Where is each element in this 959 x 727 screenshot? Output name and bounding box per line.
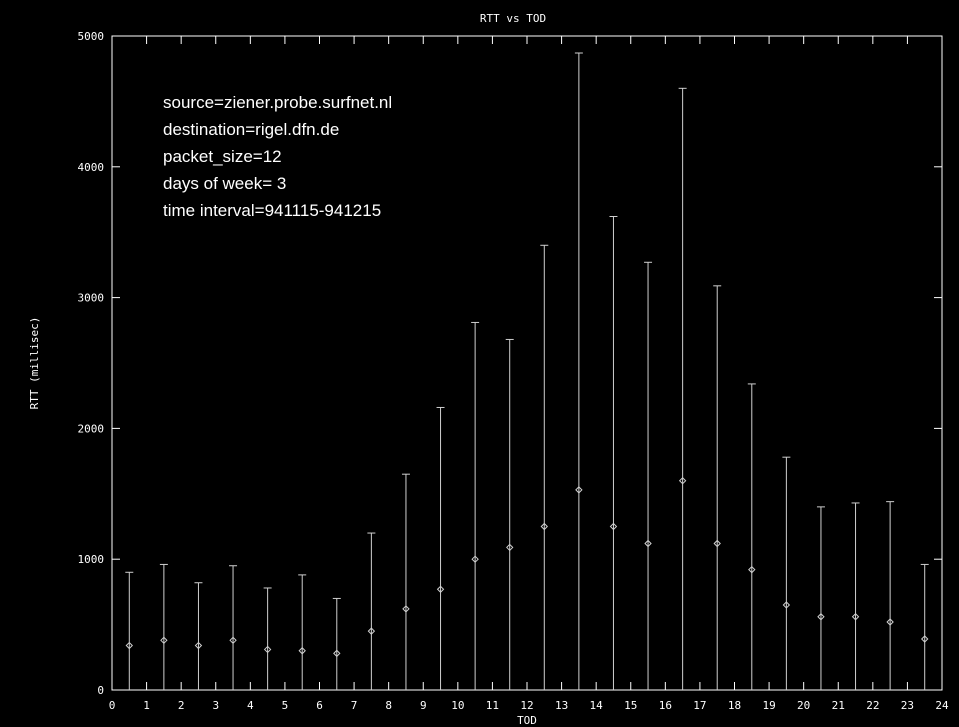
x-tick-label: 3 bbox=[212, 699, 219, 712]
info-annotation: source=ziener.probe.surfnet.nl destinati… bbox=[163, 93, 392, 220]
y-tick-label: 3000 bbox=[78, 292, 105, 305]
y-tick-label: 2000 bbox=[78, 422, 105, 435]
annotation-destination: destination=rigel.dfn.de bbox=[163, 120, 339, 139]
x-tick-label: 17 bbox=[693, 699, 706, 712]
x-tick-label: 9 bbox=[420, 699, 427, 712]
x-tick-label: 16 bbox=[659, 699, 672, 712]
x-tick-label: 6 bbox=[316, 699, 323, 712]
y-axis-label: RTT (millisec) bbox=[28, 317, 41, 410]
x-tick-label: 0 bbox=[109, 699, 116, 712]
y-tick-label: 1000 bbox=[78, 553, 105, 566]
y-tick-label: 5000 bbox=[78, 30, 105, 43]
x-tick-label: 12 bbox=[520, 699, 533, 712]
x-tick-label: 20 bbox=[797, 699, 810, 712]
x-tick-label: 11 bbox=[486, 699, 499, 712]
x-tick-label: 23 bbox=[901, 699, 914, 712]
x-tick-label: 14 bbox=[590, 699, 604, 712]
x-tick-label: 10 bbox=[451, 699, 464, 712]
x-tick-label: 5 bbox=[282, 699, 289, 712]
x-tick-label: 24 bbox=[935, 699, 949, 712]
x-tick-label: 15 bbox=[624, 699, 637, 712]
chart-title: RTT vs TOD bbox=[480, 12, 546, 25]
x-tick-label: 1 bbox=[143, 699, 150, 712]
x-tick-label: 4 bbox=[247, 699, 254, 712]
x-tick-label: 2 bbox=[178, 699, 185, 712]
annotation-source: source=ziener.probe.surfnet.nl bbox=[163, 93, 392, 112]
annotation-days-of-week: days of week= 3 bbox=[163, 174, 286, 193]
x-tick-label: 21 bbox=[832, 699, 845, 712]
x-tick-label: 22 bbox=[866, 699, 879, 712]
y-tick-label: 4000 bbox=[78, 161, 105, 174]
x-axis-label: TOD bbox=[517, 714, 537, 727]
y-tick-label: 0 bbox=[97, 684, 104, 697]
x-tick-label: 8 bbox=[385, 699, 392, 712]
x-tick-label: 18 bbox=[728, 699, 741, 712]
annotation-time-interval: time interval=941115-941215 bbox=[163, 201, 381, 220]
x-tick-label: 19 bbox=[762, 699, 775, 712]
x-tick-label: 13 bbox=[555, 699, 568, 712]
annotation-packet-size: packet_size=12 bbox=[163, 147, 282, 166]
x-tick-label: 7 bbox=[351, 699, 358, 712]
